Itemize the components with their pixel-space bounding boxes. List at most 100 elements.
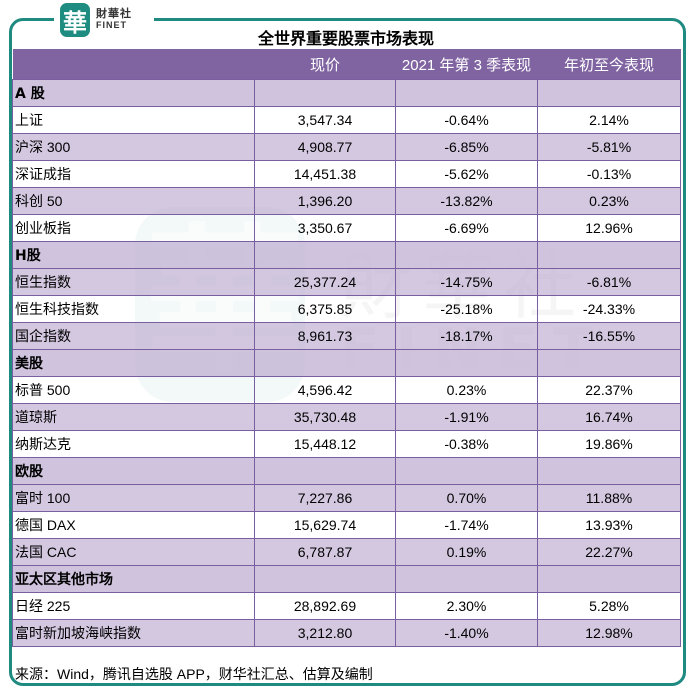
- price-cell: 8,961.73: [254, 322, 396, 350]
- logo-cn-text: 財華社: [96, 8, 132, 20]
- section-label: 欧股: [12, 457, 255, 485]
- section-label: 亚太区其他市场: [12, 565, 255, 593]
- logo-en-text: FINET: [96, 20, 127, 30]
- table-row: 科创 50 1,396.20 -13.82% 0.23%: [12, 187, 681, 215]
- index-name: 道琼斯: [12, 403, 255, 431]
- index-name: 创业板指: [12, 214, 255, 242]
- q3-cell: -0.64%: [395, 106, 538, 134]
- ytd-cell: 5.28%: [537, 592, 681, 620]
- price-cell: 15,448.12: [254, 430, 396, 458]
- ytd-cell: 16.74%: [537, 403, 681, 431]
- index-name: 德国 DAX: [12, 511, 255, 539]
- header-price: 现价: [254, 49, 396, 80]
- empty-cell: [395, 349, 538, 377]
- empty-cell: [254, 457, 396, 485]
- finet-logo: 華 財華社 FINET: [60, 2, 132, 38]
- section-row: A 股: [12, 79, 681, 107]
- price-cell: 25,377.24: [254, 268, 396, 296]
- empty-cell: [537, 349, 681, 377]
- q3-cell: -6.69%: [395, 214, 538, 242]
- price-cell: 6,787.87: [254, 538, 396, 566]
- ytd-cell: 2.14%: [537, 106, 681, 134]
- price-cell: 35,730.48: [254, 403, 396, 431]
- ytd-cell: -16.55%: [537, 322, 681, 350]
- price-cell: 3,212.80: [254, 619, 396, 647]
- source-note: 来源：Wind，腾讯自选股 APP，财华社汇总、估算及编制: [15, 666, 373, 682]
- index-name: 国企指数: [12, 322, 255, 350]
- logo-mark-icon: 華: [60, 3, 90, 37]
- price-cell: 6,375.85: [254, 295, 396, 323]
- q3-cell: -1.74%: [395, 511, 538, 539]
- price-cell: 3,547.34: [254, 106, 396, 134]
- empty-cell: [254, 79, 396, 107]
- section-label: A 股: [12, 79, 255, 107]
- index-name: 沪深 300: [12, 133, 255, 161]
- price-cell: 15,629.74: [254, 511, 396, 539]
- ytd-cell: 11.88%: [537, 484, 681, 512]
- q3-cell: -6.85%: [395, 133, 538, 161]
- table-row: 道琼斯 35,730.48 -1.91% 16.74%: [12, 403, 681, 431]
- empty-cell: [395, 79, 538, 107]
- empty-cell: [537, 565, 681, 593]
- table-row: 法国 CAC 6,787.87 0.19% 22.27%: [12, 538, 681, 566]
- q3-cell: 0.70%: [395, 484, 538, 512]
- index-name: 纳斯达克: [12, 430, 255, 458]
- table-row: 创业板指 3,350.67 -6.69% 12.96%: [12, 214, 681, 242]
- empty-cell: [254, 241, 396, 269]
- ytd-cell: 0.23%: [537, 187, 681, 215]
- ytd-cell: 12.96%: [537, 214, 681, 242]
- ytd-cell: 19.86%: [537, 430, 681, 458]
- empty-cell: [254, 349, 396, 377]
- empty-cell: [537, 457, 681, 485]
- table-row: 德国 DAX 15,629.74 -1.74% 13.93%: [12, 511, 681, 539]
- index-name: 标普 500: [12, 376, 255, 404]
- header-q3: 2021 年第 3 季表现: [395, 49, 538, 80]
- section-label: 美股: [12, 349, 255, 377]
- header-row: 现价 2021 年第 3 季表现 年初至今表现: [12, 49, 681, 80]
- price-cell: 14,451.38: [254, 160, 396, 188]
- table-row: 富时 100 7,227.86 0.70% 11.88%: [12, 484, 681, 512]
- ytd-cell: -0.13%: [537, 160, 681, 188]
- q3-cell: -1.40%: [395, 619, 538, 647]
- q3-cell: -0.38%: [395, 430, 538, 458]
- empty-cell: [537, 241, 681, 269]
- ytd-cell: 22.27%: [537, 538, 681, 566]
- market-performance-table: 现价 2021 年第 3 季表现 年初至今表现 A 股上证 3,547.34 -0.…: [12, 49, 681, 647]
- outer-frame: [9, 18, 686, 686]
- index-name: 日经 225: [12, 592, 255, 620]
- index-name: 科创 50: [12, 187, 255, 215]
- table-row: 标普 500 4,596.42 0.23% 22.37%: [12, 376, 681, 404]
- price-cell: 7,227.86: [254, 484, 396, 512]
- price-cell: 3,350.67: [254, 214, 396, 242]
- price-cell: 4,596.42: [254, 376, 396, 404]
- price-cell: 28,892.69: [254, 592, 396, 620]
- q3-cell: -1.91%: [395, 403, 538, 431]
- ytd-cell: 13.93%: [537, 511, 681, 539]
- table-row: 恒生指数 25,377.24 -14.75% -6.81%: [12, 268, 681, 296]
- q3-cell: -5.62%: [395, 160, 538, 188]
- q3-cell: -25.18%: [395, 295, 538, 323]
- index-name: 上证: [12, 106, 255, 134]
- table-row: 国企指数 8,961.73 -18.17% -16.55%: [12, 322, 681, 350]
- table-row: 上证 3,547.34 -0.64% 2.14%: [12, 106, 681, 134]
- q3-cell: -18.17%: [395, 322, 538, 350]
- q3-cell: 2.30%: [395, 592, 538, 620]
- table-row: 日经 225 28,892.69 2.30% 5.28%: [12, 592, 681, 620]
- table-row: 深证成指 14,451.38 -5.62% -0.13%: [12, 160, 681, 188]
- index-name: 法国 CAC: [12, 538, 255, 566]
- section-row: 美股: [12, 349, 681, 377]
- ytd-cell: -5.81%: [537, 133, 681, 161]
- ytd-cell: -6.81%: [537, 268, 681, 296]
- section-row: 亚太区其他市场: [12, 565, 681, 593]
- section-row: 欧股: [12, 457, 681, 485]
- frame-gap: [54, 14, 154, 24]
- header-name: [12, 49, 255, 80]
- index-name: 富时新加坡海峡指数: [12, 619, 255, 647]
- price-cell: 1,396.20: [254, 187, 396, 215]
- table-title: 全世界重要股票市场表现: [257, 29, 434, 48]
- table-row: 富时新加坡海峡指数 3,212.80 -1.40% 12.98%: [12, 619, 681, 647]
- index-name: 恒生科技指数: [12, 295, 255, 323]
- header-ytd: 年初至今表现: [537, 49, 681, 80]
- q3-cell: 0.19%: [395, 538, 538, 566]
- empty-cell: [395, 241, 538, 269]
